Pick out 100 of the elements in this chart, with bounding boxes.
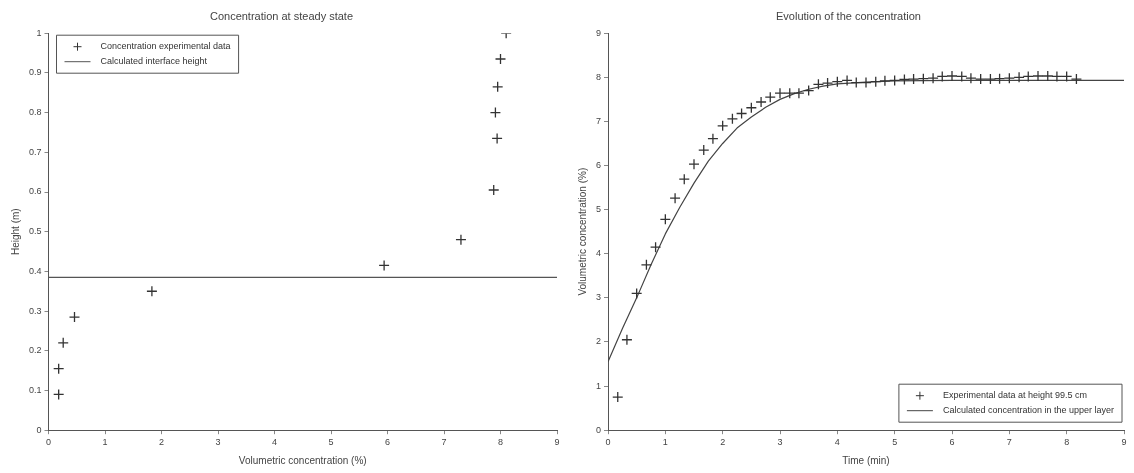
point <box>68 311 81 323</box>
point <box>764 91 776 103</box>
point <box>735 107 748 120</box>
legend-label: Experimental data at height 99.5 cm <box>942 390 1087 401</box>
x-tick-label: 6 <box>949 437 955 448</box>
point <box>898 73 911 86</box>
point <box>956 70 968 83</box>
point <box>860 76 872 89</box>
x-tick-label: 9 <box>1121 437 1127 448</box>
point <box>841 74 853 87</box>
legend-label: Calculated concentration in the upper layer <box>942 405 1114 416</box>
point <box>659 213 671 225</box>
point <box>494 53 507 65</box>
y-tick-label: 0 <box>36 424 42 435</box>
point <box>774 87 786 99</box>
y-tick-label: 6 <box>595 160 602 171</box>
x-tick-label: 5 <box>328 437 334 448</box>
x-tick-label: 1 <box>662 437 668 448</box>
chart-title: Concentration at steady state <box>209 9 354 22</box>
point <box>870 76 882 88</box>
point <box>53 388 65 401</box>
point <box>879 75 891 87</box>
point <box>1022 70 1034 83</box>
point <box>745 102 757 114</box>
point <box>53 363 65 375</box>
x-tick-label: 7 <box>1006 437 1012 448</box>
point <box>917 72 929 85</box>
y-tick-label: 0.1 <box>29 384 42 395</box>
x-tick-label: 3 <box>215 437 221 448</box>
x-tick-label: 6 <box>385 437 391 448</box>
point <box>146 285 158 297</box>
x-tick-label: 0 <box>605 437 611 448</box>
y-tick-label: 0.5 <box>29 226 42 237</box>
y-tick-label: 0.3 <box>29 305 42 316</box>
point <box>57 337 69 349</box>
legend-label: Calculated interface height <box>100 56 208 67</box>
point <box>784 87 796 99</box>
point <box>631 287 643 300</box>
y-tick-label: 2 <box>595 336 602 347</box>
point <box>455 233 467 246</box>
x-tick-label: 4 <box>834 437 840 448</box>
y-tick-label: 5 <box>595 204 602 215</box>
point <box>993 72 1006 85</box>
point <box>649 241 662 253</box>
point <box>975 73 987 85</box>
x-tick-label: 1 <box>102 437 108 448</box>
point <box>1003 72 1015 84</box>
y-tick-label: 4 <box>595 248 602 259</box>
x-tick-label: 2 <box>159 437 165 448</box>
point <box>488 184 500 196</box>
point <box>936 70 948 83</box>
point <box>492 81 504 93</box>
x-tick-label: 9 <box>554 437 560 448</box>
y-tick-label: 8 <box>595 71 602 82</box>
point <box>1042 70 1054 82</box>
y-tick-label: 0 <box>595 424 602 435</box>
point <box>688 158 700 170</box>
point <box>378 259 390 272</box>
x-tick-label: 5 <box>892 437 898 448</box>
x-tick-label: 8 <box>1064 437 1070 448</box>
x-axis-title: Time (min) <box>842 454 890 466</box>
point <box>717 120 729 132</box>
point <box>946 70 958 82</box>
point <box>965 72 977 84</box>
y-axis-title: Height (m) <box>9 208 21 256</box>
y-tick-label: 0.8 <box>29 107 42 118</box>
point <box>707 132 719 145</box>
x-tick-label: 4 <box>272 437 278 448</box>
point <box>698 144 710 156</box>
y-tick-label: 0.4 <box>29 265 42 276</box>
point <box>1032 70 1044 82</box>
x-tick-label: 7 <box>441 437 447 448</box>
y-tick-label: 9 <box>595 27 602 38</box>
point <box>821 77 834 89</box>
point <box>907 73 920 85</box>
x-tick-label: 3 <box>777 437 783 448</box>
x-tick-label: 8 <box>497 437 504 448</box>
y-tick-label: 1 <box>36 27 42 38</box>
point <box>793 87 805 99</box>
y-tick-label: 0.6 <box>29 186 42 197</box>
y-tick-label: 1 <box>595 380 602 391</box>
y-tick-label: 0.2 <box>29 345 42 356</box>
point <box>726 113 739 125</box>
point <box>621 334 633 346</box>
y-axis-title: Volumetric concentration (%) <box>576 167 588 296</box>
x-tick-label: 0 <box>46 437 52 448</box>
point <box>1070 73 1083 85</box>
point <box>640 259 653 271</box>
point <box>1013 71 1025 83</box>
point <box>889 74 901 87</box>
x-tick-label: 2 <box>720 437 726 448</box>
point <box>491 132 503 145</box>
y-tick-label: 0.9 <box>29 67 42 78</box>
point <box>984 73 997 85</box>
point <box>831 76 843 88</box>
point <box>755 96 767 108</box>
point <box>1061 70 1073 83</box>
point <box>678 173 690 185</box>
point <box>489 106 502 119</box>
point <box>669 192 681 204</box>
